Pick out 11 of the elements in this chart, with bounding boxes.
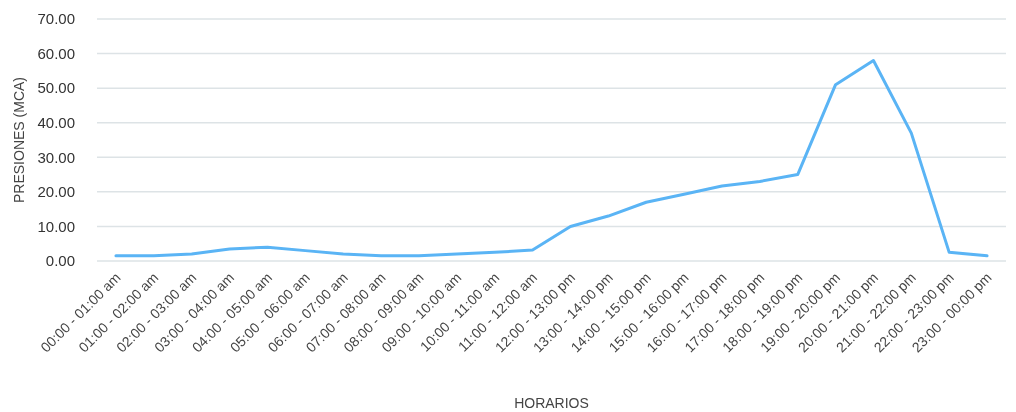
y-tick-label: 50.00: [37, 79, 75, 97]
y-tick-label: 30.00: [37, 148, 75, 166]
y-tick-label: 10.00: [37, 217, 75, 235]
y-tick-label: 20.00: [37, 183, 75, 201]
line-series: [114, 58, 989, 258]
y-tick-label: 40.00: [37, 113, 75, 131]
y-tick-label: 70.00: [37, 10, 75, 28]
y-tick-label: 60.00: [37, 44, 75, 62]
y-tick-label: 0.00: [45, 252, 75, 270]
y-axis-title: PRESIONES (MCA): [11, 76, 27, 204]
x-axis-title: HORARIOS: [514, 395, 589, 411]
